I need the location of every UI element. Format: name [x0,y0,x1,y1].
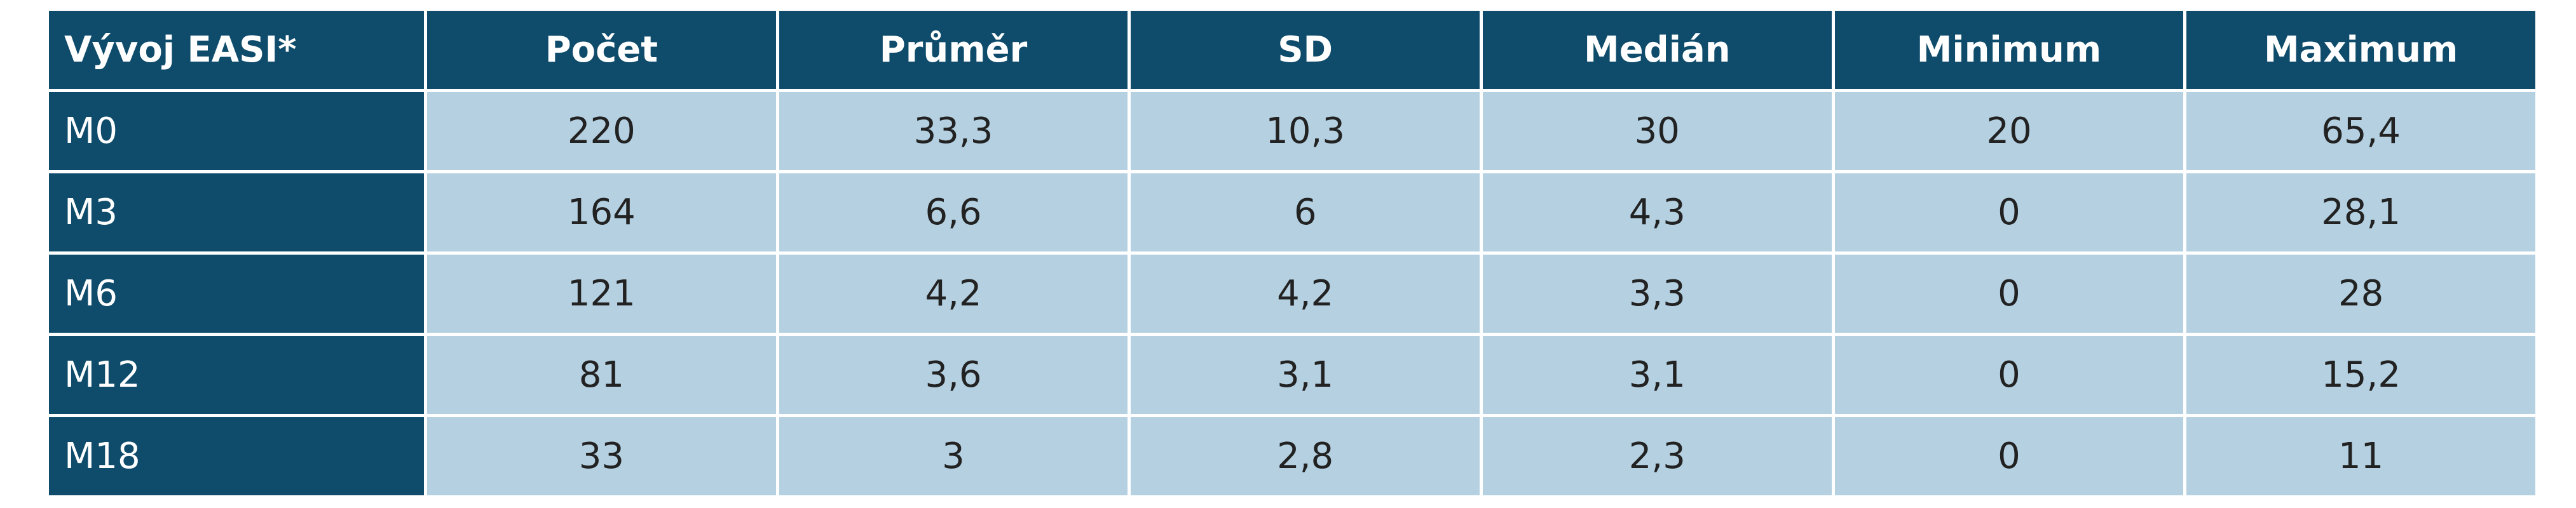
table-cell: 15,2 [2183,333,2539,417]
row-label: M12 [46,333,427,417]
table-cell: 0 [1831,333,2187,417]
table-cell: 28,1 [2183,170,2539,255]
table-row: M12 81 3,6 3,1 3,1 0 15,2 [46,333,2539,417]
table-cell: 30 [1479,89,1835,173]
table-cell: 0 [1831,251,2187,336]
table-cell: 2,3 [1479,414,1835,498]
header-cell: SD [1128,8,1483,92]
table-cell: 121 [424,251,779,336]
table-cell: 4,3 [1479,170,1835,255]
table-cell: 2,8 [1128,414,1483,498]
table-cell: 33,3 [775,89,1131,173]
table-row: M18 33 3 2,8 2,3 0 11 [46,414,2539,498]
table-row: M0 220 33,3 10,3 30 20 65,4 [46,89,2539,173]
table-container: Vývoj EASI* Počet Průměr SD Medián Minimum Max… [46,8,2539,498]
table-cell: 0 [1831,414,2187,498]
table-cell: 4,2 [1128,251,1483,336]
table-cell: 6,6 [775,170,1131,255]
table-cell: 0 [1831,170,2187,255]
table-cell: 3 [775,414,1131,498]
row-label: M6 [46,251,427,336]
table-row: M6 121 4,2 4,2 3,3 0 28 [46,251,2539,336]
table-cell: 164 [424,170,779,255]
table-row: M3 164 6,6 6 4,3 0 28,1 [46,170,2539,255]
table-cell: 220 [424,89,779,173]
table-cell: 3,3 [1479,251,1835,336]
table-cell: 3,1 [1128,333,1483,417]
table-cell: 3,6 [775,333,1131,417]
table-cell: 20 [1831,89,2187,173]
table-cell: 11 [2183,414,2539,498]
table-cell: 33 [424,414,779,498]
header-cell: Minimum [1831,8,2187,92]
row-label: M3 [46,170,427,255]
table-cell: 81 [424,333,779,417]
table-cell: 6 [1128,170,1483,255]
header-cell: Maximum [2183,8,2539,92]
header-cell: Medián [1479,8,1835,92]
table-cell: 4,2 [775,251,1131,336]
header-cell: Průměr [775,8,1131,92]
easi-table: Vývoj EASI* Počet Průměr SD Medián Minimum Max… [46,8,2539,498]
table-cell: 3,1 [1479,333,1835,417]
table-cell: 65,4 [2183,89,2539,173]
table-cell: 28 [2183,251,2539,336]
header-row: Vývoj EASI* Počet Průměr SD Medián Minimum Max… [46,8,2539,92]
row-label: M18 [46,414,427,498]
header-cell: Počet [424,8,779,92]
header-cell: Vývoj EASI* [46,8,427,92]
table-cell: 10,3 [1128,89,1483,173]
row-label: M0 [46,89,427,173]
